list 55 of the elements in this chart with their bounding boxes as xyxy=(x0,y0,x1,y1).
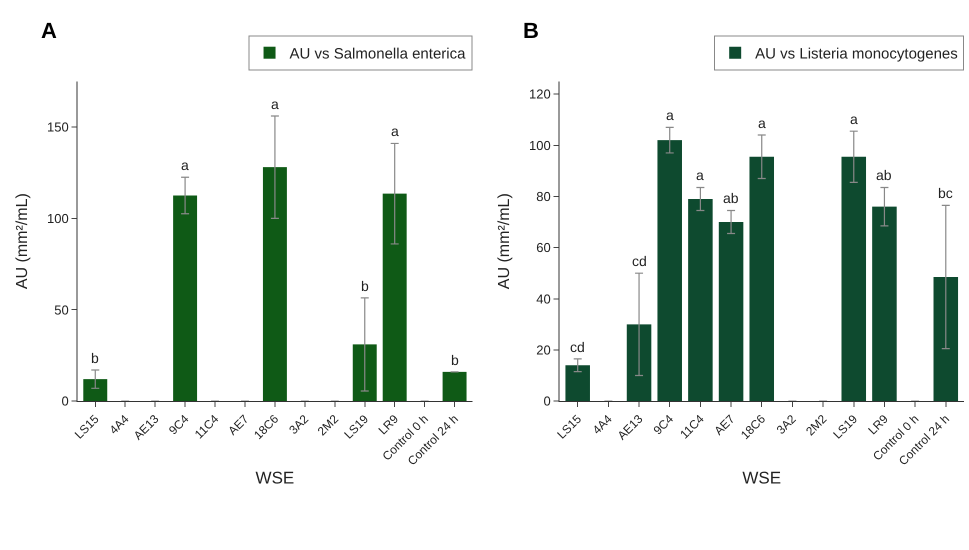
y-tick-label: 0 xyxy=(543,394,551,409)
annotation: cd xyxy=(570,339,585,355)
x-tick-label: 9C4 xyxy=(650,412,676,438)
bar xyxy=(749,156,774,402)
chart-title: B xyxy=(523,18,539,43)
y-tick-label: 120 xyxy=(528,86,551,102)
bar xyxy=(262,167,287,402)
bar xyxy=(934,277,958,402)
x-tick-label: 4A4 xyxy=(106,412,132,437)
y-axis-title: AU (mm²/mL) xyxy=(14,193,31,290)
annotation: a xyxy=(758,115,766,131)
bar xyxy=(626,324,652,402)
bar xyxy=(442,372,467,402)
annotation: cd xyxy=(632,253,647,269)
bar xyxy=(841,156,866,402)
y-tick-label: 100 xyxy=(46,210,69,226)
annotation: a xyxy=(666,107,674,123)
chart-title: A xyxy=(41,18,57,43)
annotation: a xyxy=(181,157,189,173)
annotation: a xyxy=(391,123,399,139)
annotation: a xyxy=(271,96,279,112)
x-tick-label: 4A4 xyxy=(590,412,615,437)
bar xyxy=(352,344,377,402)
bar xyxy=(382,194,407,402)
annotation: a xyxy=(696,167,704,183)
y-tick-label: 100 xyxy=(528,138,551,153)
y-tick-label: 50 xyxy=(54,302,69,318)
annotation: a xyxy=(850,111,858,127)
annotation: b xyxy=(91,350,99,366)
x-axis-title: WSE xyxy=(742,468,782,488)
bar xyxy=(872,206,897,402)
y-axis-title: AU (mm²/mL) xyxy=(496,193,513,290)
bar xyxy=(688,198,713,402)
y-tick-label: 60 xyxy=(536,240,551,256)
y-tick-label: 150 xyxy=(46,120,69,135)
x-tick-label: 9C4 xyxy=(166,412,192,438)
annotation: ab xyxy=(876,167,892,183)
legend-label: AU vs Listeria monocytogenes xyxy=(755,46,958,63)
x-axis-title: WSE xyxy=(256,468,294,488)
bar xyxy=(83,379,108,402)
y-tick-label: 40 xyxy=(536,291,551,306)
y-tick-label: 80 xyxy=(536,188,551,204)
bar xyxy=(565,365,590,402)
x-tick-label: 3A2 xyxy=(774,412,799,437)
annotation: ab xyxy=(723,190,739,206)
annotation: b xyxy=(451,352,459,368)
bar xyxy=(718,222,744,402)
annotation: b xyxy=(361,278,369,294)
y-tick-label: 20 xyxy=(536,342,551,358)
annotation: bc xyxy=(938,185,953,201)
y-tick-label: 0 xyxy=(61,394,69,409)
bar xyxy=(657,140,682,402)
legend-label: AU vs Salmonella enterica xyxy=(290,46,466,63)
bar xyxy=(173,196,198,402)
x-tick-label: 3A2 xyxy=(286,412,312,437)
